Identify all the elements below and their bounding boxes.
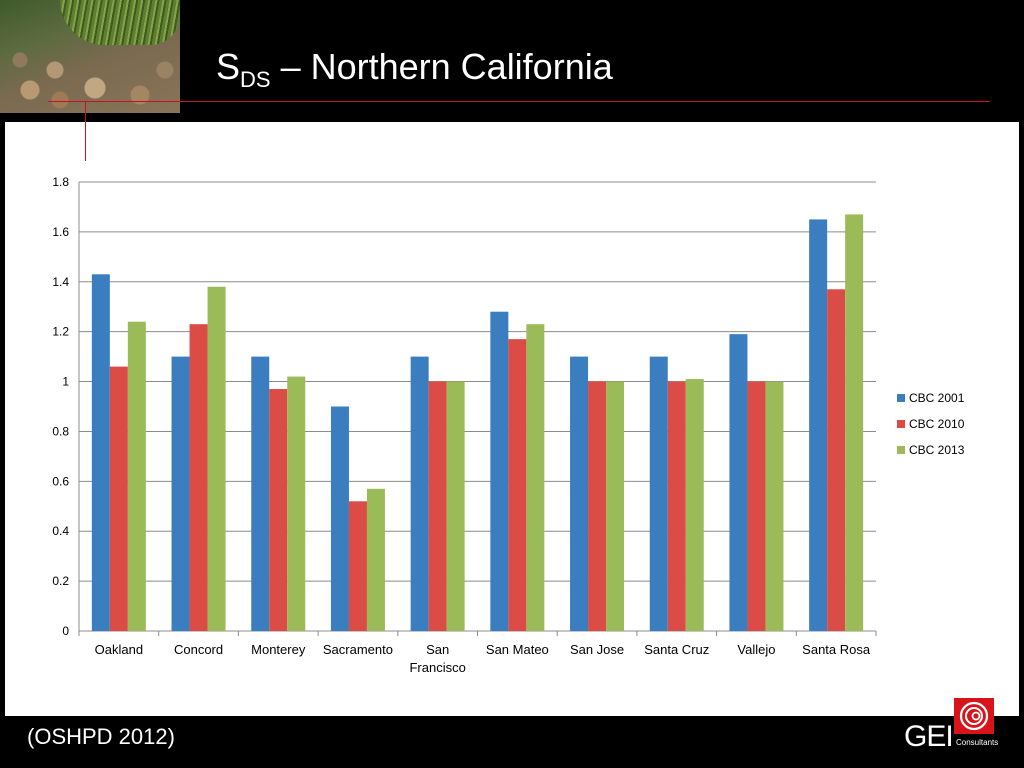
y-tick-label: 0.8 (52, 424, 69, 438)
bar-cbc-2001 (490, 311, 509, 631)
x-category-label: San Mateo (486, 642, 549, 657)
chart-panel: 0 0.2 0.4 0.6 0.8 1 1.2 1.4 1.6 1.8 Oakland Concord… (5, 122, 1019, 716)
x-category-label: Concord (174, 642, 223, 657)
bar-cbc-2001 (251, 356, 270, 631)
bar-cbc-2001 (330, 406, 349, 631)
y-tick-label: 0.4 (52, 524, 69, 538)
y-tick-label: 1.6 (52, 225, 69, 239)
x-category-label: Sacramento (323, 642, 393, 657)
title-subscript: DS (240, 67, 271, 92)
bar-cbc-2010 (348, 501, 367, 631)
x-category-label: San Francisco (409, 642, 465, 675)
legend-label: CBC 2001 (909, 391, 965, 405)
x-category-label: Vallejo (737, 642, 775, 657)
bar-cbc-2013 (765, 381, 784, 631)
source-citation: (OSHPD 2012) (27, 724, 175, 749)
legend-swatch (897, 420, 905, 428)
y-tick-label: 1 (62, 375, 69, 389)
bar-cbc-2001 (91, 274, 110, 631)
x-category-label: Santa Rosa (802, 642, 871, 657)
logo-subtext: Consultants (956, 738, 999, 747)
bar-cbc-2013 (446, 381, 465, 631)
x-category-label: Monterey (251, 642, 306, 657)
x-category-label: Oakland (95, 642, 143, 657)
bar-cbc-2001 (649, 356, 668, 631)
bar-cbc-2001 (171, 356, 190, 631)
legend-label: CBC 2010 (909, 417, 965, 431)
bar-cbc-2010 (667, 381, 686, 631)
bar-cbc-2010 (827, 289, 846, 631)
legend-label: CBC 2013 (909, 443, 965, 457)
bar-cbc-2010 (109, 366, 128, 631)
bar-cbc-2013 (845, 214, 864, 631)
riverbed-photo (0, 0, 180, 113)
y-tick-label: 0 (62, 624, 69, 638)
logo-text: GEI (904, 720, 954, 753)
bar-cbc-2001 (729, 334, 748, 631)
bar-cbc-2010 (588, 381, 607, 631)
logo-mark-icon (954, 698, 994, 734)
y-tick-label: 0.6 (52, 474, 69, 488)
grass-image-detail (60, 0, 180, 45)
bar-cbc-2013 (526, 324, 545, 631)
x-category-label: San Jose (570, 642, 624, 657)
bar-cbc-2010 (189, 324, 208, 631)
gei-logo: GEI Consultants (900, 694, 1000, 764)
legend-swatch (897, 394, 905, 402)
bar-cbc-2013 (366, 488, 385, 631)
bar-cbc-2013 (685, 379, 704, 631)
bar-cbc-2013 (606, 381, 625, 631)
y-tick-label: 1.2 (52, 325, 69, 339)
title-rest: – Northern California (270, 46, 613, 87)
bar-cbc-2010 (269, 389, 288, 631)
bar-cbc-2001 (570, 356, 589, 631)
title-rule-vertical (85, 101, 86, 161)
y-tick-label: 0.2 (52, 574, 69, 588)
legend-swatch (897, 446, 905, 454)
title-rule-horizontal (48, 101, 990, 102)
y-tick-label: 1.8 (52, 175, 69, 189)
slide-title: SDS – Northern California (216, 46, 613, 93)
bar-cbc-2001 (809, 219, 828, 631)
bar-cbc-2013 (287, 376, 306, 631)
bar-chart: 0 0.2 0.4 0.6 0.8 1 1.2 1.4 1.6 1.8 Oakland Concord… (52, 175, 965, 675)
bar-cbc-2010 (747, 381, 766, 631)
bar-cbc-2013 (207, 286, 226, 631)
bar-cbc-2013 (127, 321, 146, 631)
x-category-label: Santa Cruz (644, 642, 709, 657)
bar-cbc-2010 (428, 381, 447, 631)
bar-cbc-2010 (508, 339, 527, 631)
bar-cbc-2001 (410, 356, 429, 631)
title-main: S (216, 46, 241, 87)
y-tick-label: 1.4 (52, 275, 69, 289)
